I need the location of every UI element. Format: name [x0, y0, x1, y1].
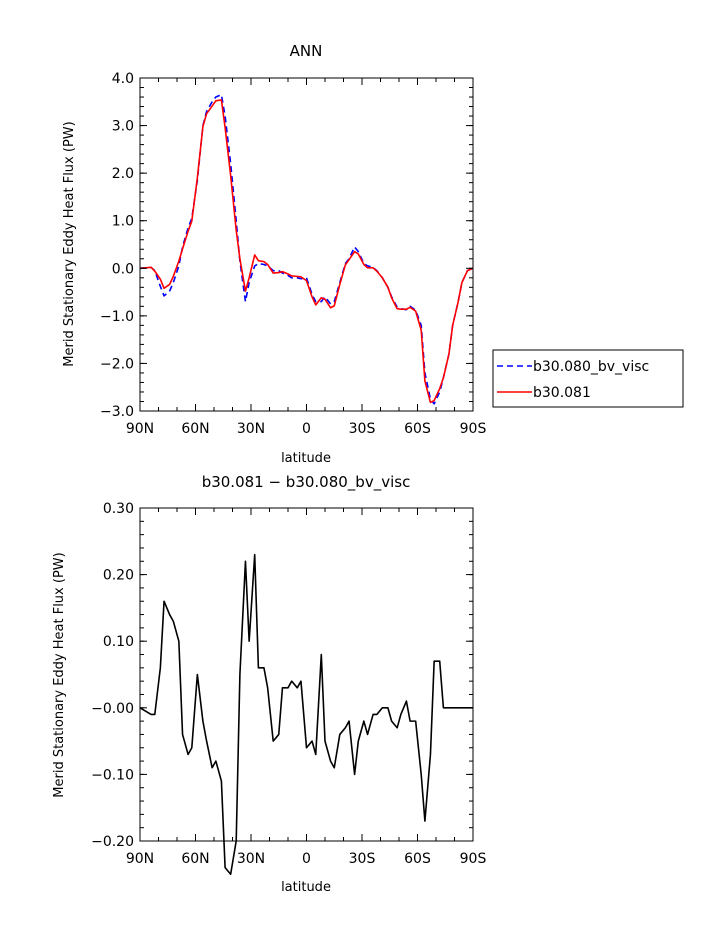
y-tick-label: 0.20 — [103, 568, 134, 584]
y-tick-label: −0.00 — [91, 701, 134, 717]
plot-lines — [139, 93, 474, 405]
x-tick-label: 90S — [460, 851, 487, 867]
x-tick-label: 60N — [181, 851, 209, 867]
y-axis-label: Merid Stationary Eddy Heat Flux (PW) — [62, 121, 77, 366]
x-tick-label: 30S — [349, 851, 376, 867]
y-tick-label: −0.10 — [91, 767, 134, 783]
legend-label-series-2: b30.081 — [533, 385, 591, 401]
plot-lines — [139, 553, 473, 876]
legend: b30.080_bv_visc b30.081 — [492, 349, 684, 408]
series-line-1 — [139, 553, 473, 876]
y-tick-label: 1.0 — [112, 214, 134, 230]
legend-label-series-1: b30.080_bv_visc — [533, 359, 649, 375]
x-tick-label: 90N — [126, 421, 154, 437]
y-tick-label: 2.0 — [112, 166, 134, 182]
y-tick-label: 0.10 — [103, 634, 134, 650]
x-tick-label: 60N — [181, 421, 209, 437]
x-tick-label: 60S — [404, 421, 431, 437]
x-tick-label: 30N — [237, 851, 265, 867]
series-line-2 — [139, 99, 474, 404]
y-tick-label: 0.0 — [112, 261, 134, 277]
y-tick-label: −0.20 — [91, 834, 134, 850]
axis-ticks: 90N 60N 30N 0 30S 60S 90S −3.0 −2.0 −1.0 0.0 1.0 2.0… — [100, 71, 486, 437]
heat-flux-panel: ANN 90N 60N 30N 0 30S 60S 90S −3.0 −2.0 −1.0 0.0 1.… — [62, 42, 486, 466]
y-tick-label: −2.0 — [100, 356, 134, 372]
difference-panel: b30.081 − b30.080_bv_visc 90N 60N 30N 0 30S 6… — [52, 473, 486, 895]
y-tick-label: 3.0 — [112, 119, 134, 135]
x-tick-label: 0 — [302, 851, 311, 867]
legend-box — [492, 349, 684, 408]
x-axis-label: latitude — [281, 880, 331, 895]
x-tick-label: 30N — [237, 421, 265, 437]
panel-title: ANN — [290, 42, 323, 60]
x-tick-label: 0 — [302, 421, 311, 437]
x-tick-label: 60S — [404, 851, 431, 867]
panel-title: b30.081 − b30.080_bv_visc — [202, 473, 411, 492]
y-tick-label: 4.0 — [112, 71, 134, 87]
y-tick-label: −3.0 — [100, 404, 134, 420]
x-tick-label: 90N — [126, 851, 154, 867]
x-axis-label: latitude — [281, 451, 331, 466]
y-tick-label: −1.0 — [100, 309, 134, 325]
x-tick-label: 30S — [349, 421, 376, 437]
y-tick-label: 0.30 — [103, 501, 134, 517]
x-tick-label: 90S — [460, 421, 487, 437]
axis-ticks: 90N 60N 30N 0 30S 60S 90S −0.20 −0.10 −0.00 0.10 0.… — [91, 501, 486, 867]
y-axis-label: Merid Stationary Eddy Heat Flux (PW) — [52, 552, 67, 797]
